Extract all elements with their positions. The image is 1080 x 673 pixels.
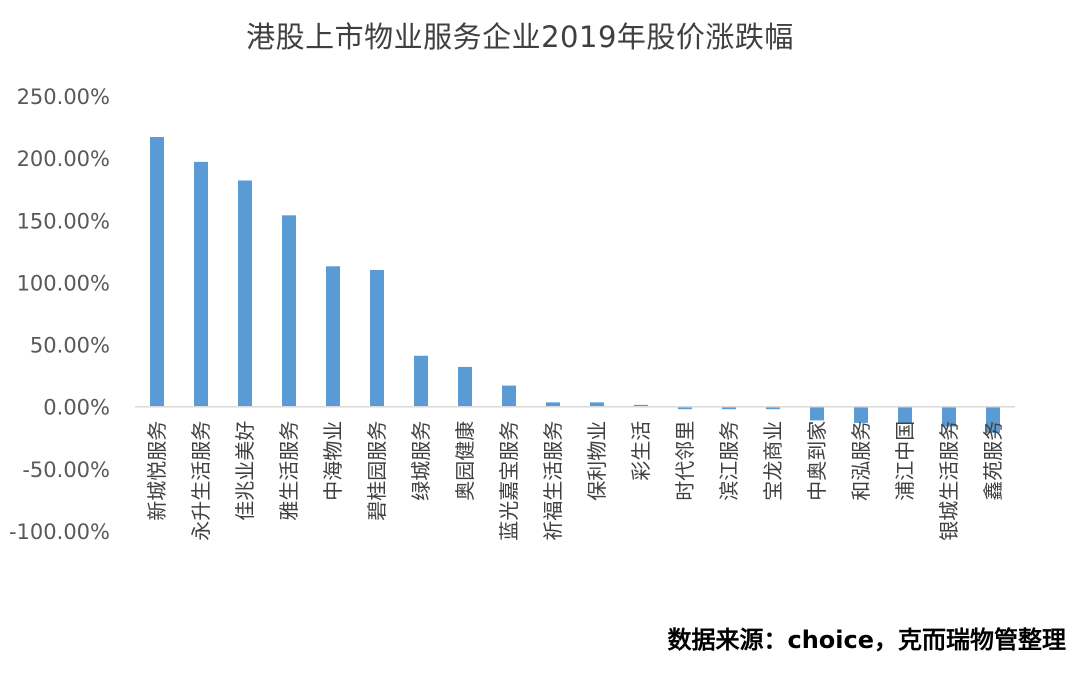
y-tick-label: 100.00% xyxy=(17,271,110,295)
bar xyxy=(898,406,912,423)
y-axis: 250.00% 200.00% 150.00% 100.00% 50.00% 0.00% -… xyxy=(9,85,110,544)
bar xyxy=(942,406,956,427)
x-tick-label: 滨江服务 xyxy=(717,421,741,501)
x-tick-label: 佳兆业美好 xyxy=(233,421,257,521)
x-tick-label: 绿城服务 xyxy=(409,421,433,501)
x-tick-label: 永升生活服务 xyxy=(189,421,213,541)
bar xyxy=(458,366,472,407)
bar xyxy=(370,270,384,407)
bar xyxy=(678,406,692,410)
chart-title: 港股上市物业服务企业2019年股价涨跌幅 xyxy=(246,20,794,54)
bar xyxy=(194,161,208,407)
bar xyxy=(810,406,824,421)
x-tick-label: 蓝光嘉宝服务 xyxy=(497,421,521,541)
x-tick-label: 银城生活服务 xyxy=(937,421,961,541)
x-axis: 新城悦服务 永升生活服务 佳兆业美好 雅生活服务 中海物业 碧桂园服务 绿城服务 奥园健康 蓝光… xyxy=(145,421,1005,541)
bar xyxy=(150,137,164,407)
x-tick-label: 新城悦服务 xyxy=(145,421,169,521)
bar xyxy=(282,215,296,407)
x-tick-label: 雅生活服务 xyxy=(277,421,301,521)
bar xyxy=(854,406,868,423)
x-tick-label: 碧桂园服务 xyxy=(365,421,389,521)
x-tick-label: 彩生活 xyxy=(629,421,653,481)
x-tick-label: 宝龙商业 xyxy=(761,421,785,501)
bar xyxy=(238,180,252,407)
bar xyxy=(414,355,428,407)
y-tick-label: 200.00% xyxy=(17,147,110,171)
bar xyxy=(766,406,780,410)
x-tick-label: 保利物业 xyxy=(585,421,609,501)
x-tick-label: 鑫苑服务 xyxy=(981,421,1005,501)
y-tick-label: 0.00% xyxy=(43,396,110,420)
x-tick-label: 中海物业 xyxy=(321,421,345,501)
bar xyxy=(634,404,648,407)
source-note: 数据来源：choice，克而瑞物管整理 xyxy=(667,626,1066,654)
x-tick-label: 时代邻里 xyxy=(673,421,697,501)
y-tick-label: -100.00% xyxy=(9,520,110,544)
bars xyxy=(150,137,1000,433)
bar xyxy=(590,402,604,407)
y-tick-label: 250.00% xyxy=(17,85,110,109)
x-tick-label: 浦江中国 xyxy=(893,421,917,501)
bar xyxy=(986,406,1000,433)
bar xyxy=(502,385,516,407)
bar xyxy=(722,406,736,410)
x-tick-label: 奥园健康 xyxy=(453,421,477,501)
bar xyxy=(326,266,340,407)
x-tick-label: 和泓服务 xyxy=(849,421,873,501)
bar xyxy=(546,402,560,407)
x-tick-label: 祈福生活服务 xyxy=(541,421,565,541)
y-tick-label: 150.00% xyxy=(17,209,110,233)
y-tick-label: 50.00% xyxy=(30,334,110,358)
y-tick-label: -50.00% xyxy=(22,458,110,482)
x-tick-label: 中奥到家 xyxy=(805,421,829,501)
